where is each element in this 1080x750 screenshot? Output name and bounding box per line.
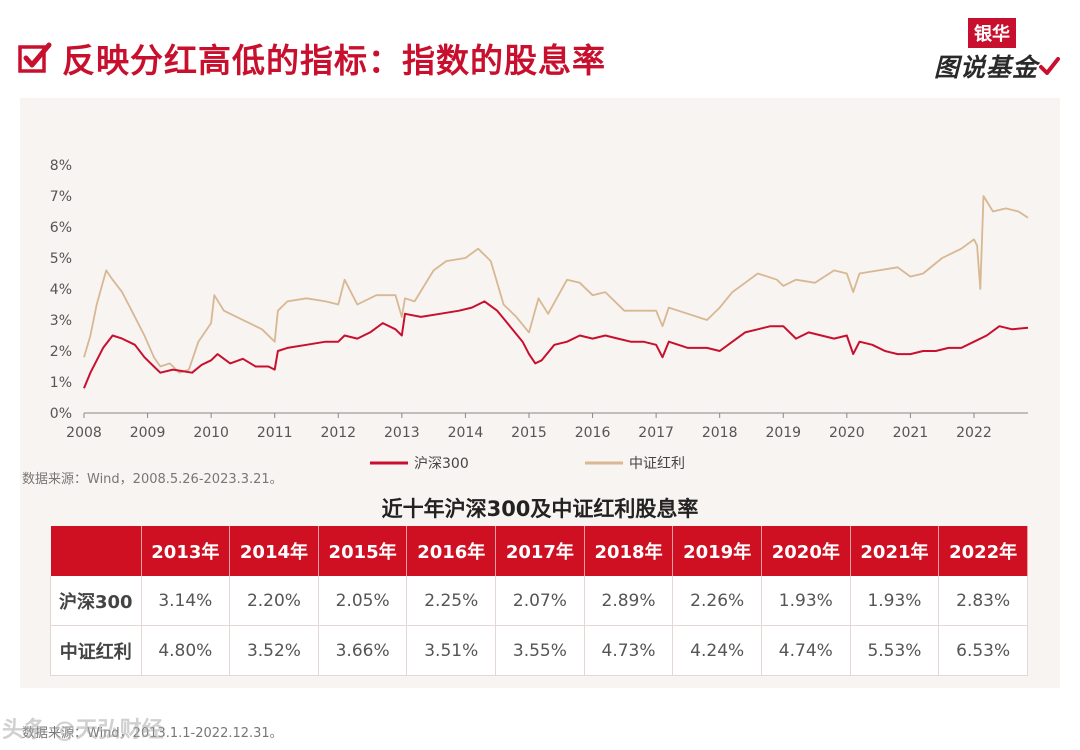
y-tick-label: 0% <box>50 406 72 422</box>
table-cell: 2.20% <box>229 576 319 626</box>
table-header-cell <box>50 526 142 576</box>
table-header-cell: 2014年 <box>229 526 319 576</box>
y-tick-label: 5% <box>50 251 72 267</box>
table-header-cell: 2019年 <box>672 526 762 576</box>
x-tick-label: 2021 <box>893 425 929 441</box>
table-cell: 5.53% <box>850 625 940 676</box>
x-tick-label: 2019 <box>765 425 801 441</box>
y-tick-label: 1% <box>50 375 72 391</box>
table-header-cell: 2013年 <box>141 526 231 576</box>
x-tick-label: 2013 <box>384 425 420 441</box>
header: 反映分红高低的指标：指数的股息率 <box>18 28 606 88</box>
table-cell: 2.25% <box>406 576 497 626</box>
dividend-yield-chart: 0% 1% 2% 3% 4% 5% 6% 7% 8% 2008 2009 2010 2011 2012 20… <box>20 98 1060 490</box>
table-cell: 4.24% <box>672 625 762 676</box>
x-tick-label: 2018 <box>702 425 738 441</box>
y-tick-label: 8% <box>50 158 72 174</box>
brand-logo-bottom: 图说基金 <box>934 53 1039 82</box>
table-row: 中证红利 4.80% 3.52% 3.66% 3.51% 3.55% 4.73%… <box>50 625 1028 676</box>
brand-logo-top: 银华 <box>968 18 1016 48</box>
y-tick-label: 2% <box>50 344 72 360</box>
x-tick-label: 2022 <box>956 425 992 441</box>
table-row: 沪深300 3.14% 2.20% 2.05% 2.25% 2.07% 2.89… <box>50 576 1028 626</box>
table-cell: 3.55% <box>495 625 585 676</box>
series-line-hs300 <box>83 300 1029 389</box>
x-tick-label: 2008 <box>66 425 102 441</box>
table-cell: 4.74% <box>761 625 851 676</box>
x-tick-label: 2011 <box>257 425 293 441</box>
table-header-cell: 2018年 <box>584 526 674 576</box>
y-tick-label: 7% <box>50 189 72 205</box>
x-tick-label: 2016 <box>575 425 611 441</box>
x-tick-label: 2012 <box>320 425 356 441</box>
table-cell: 1.93% <box>850 576 940 626</box>
table-cell: 3.14% <box>141 576 231 626</box>
table-cell: 2.07% <box>495 576 585 626</box>
table-header-cell: 2020年 <box>761 526 851 576</box>
chart-source-note: 数据来源：Wind，2008.5.26-2023.3.21。 <box>22 472 283 487</box>
table-header-cell: 2017年 <box>495 526 585 576</box>
table-cell: 3.52% <box>229 625 319 676</box>
table-header-cell: 2021年 <box>850 526 940 576</box>
table-header-cell: 2016年 <box>406 526 497 576</box>
table-cell: 3.51% <box>406 625 497 676</box>
x-tick-label: 2014 <box>448 425 484 441</box>
row-label: 中证红利 <box>50 625 142 676</box>
x-tick-label: 2009 <box>130 425 166 441</box>
table-cell: 4.73% <box>584 625 674 676</box>
x-tick-label: 2015 <box>511 425 547 441</box>
y-tick-label: 4% <box>50 282 72 298</box>
table-title: 近十年沪深300及中证红利股息率 <box>381 497 699 521</box>
row-label: 沪深300 <box>50 576 142 626</box>
table-header-cell: 2015年 <box>318 526 408 576</box>
watermark: 头条 @天弘财经 <box>2 718 164 743</box>
y-tick-label: 6% <box>50 220 72 236</box>
table-source-note: 数据来源：Wind，2013.1.1-2022.12.31。 <box>22 726 283 741</box>
table-header-cell: 2022年 <box>938 526 1028 576</box>
table-cell: 4.80% <box>141 625 231 676</box>
legend-label: 中证红利 <box>629 456 685 472</box>
dividend-yield-table: 2013年 2014年 2015年 2016年 2017年 2018年 2019… <box>50 526 1028 676</box>
table-cell: 6.53% <box>938 625 1028 676</box>
series-line-dividend <box>83 195 1029 374</box>
brand-logo: 银华 图说基金 <box>934 18 1062 88</box>
x-tick-label: 2010 <box>193 425 229 441</box>
table-cell: 2.05% <box>318 576 408 626</box>
legend-label: 沪深300 <box>414 456 469 472</box>
chart-svg: 0% 1% 2% 3% 4% 5% 6% 7% 8% 2008 2009 2010 2011 2012 20… <box>50 158 1029 472</box>
x-tick-label: 2017 <box>638 425 674 441</box>
table-cell: 2.26% <box>672 576 762 626</box>
checkbox-icon <box>18 41 52 75</box>
brand-check-icon <box>1039 57 1060 75</box>
page-title: 反映分红高低的指标：指数的股息率 <box>62 41 606 80</box>
table-cell: 3.66% <box>318 625 408 676</box>
table-cell: 2.89% <box>584 576 674 626</box>
y-tick-label: 3% <box>50 313 72 329</box>
table-header-row: 2013年 2014年 2015年 2016年 2017年 2018年 2019… <box>50 526 1028 576</box>
table-cell: 2.83% <box>938 576 1028 626</box>
table-cell: 1.93% <box>761 576 851 626</box>
x-tick-label: 2020 <box>829 425 865 441</box>
